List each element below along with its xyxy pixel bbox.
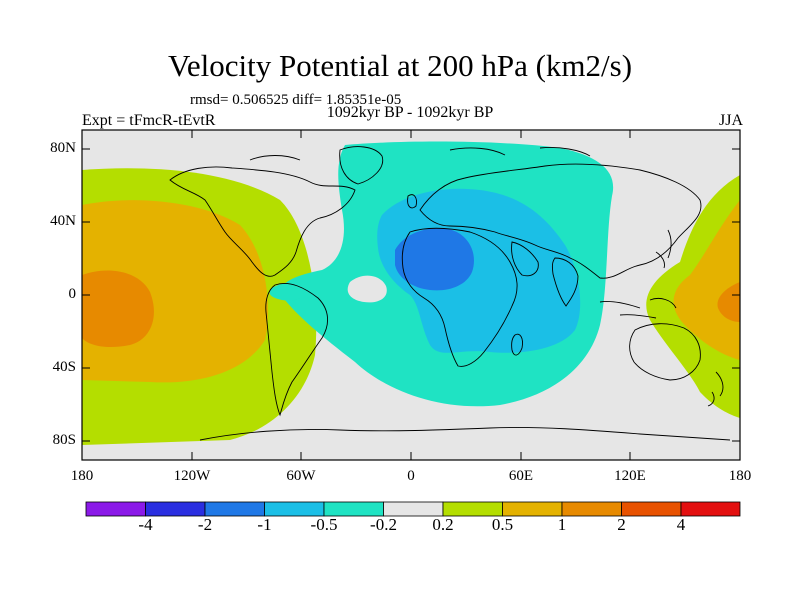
experiment-label: Expt = tFmcR-tEvtR [82,112,216,129]
nafrica-negative-blue [395,228,474,291]
x-tick-marks [81,130,741,460]
colorbar-label: -2 [197,515,213,534]
atlantic-gap [347,275,387,303]
eurasia-coast [419,163,702,279]
x-tick-label: 180 [70,468,94,484]
y-tick-label: 40S [52,359,76,375]
colorbar-label: -4 [138,515,153,534]
colorbar-box-4 [323,501,384,517]
greenland-coast [339,146,384,185]
colorbar-label: 4 [676,515,686,534]
new-zealand-coast [707,371,724,407]
colorbar-label: 0.5 [491,515,514,534]
colorbar-box-7 [502,501,563,517]
north-america-coast [169,166,356,277]
colorbar-box-10 [680,501,741,517]
arctic-islands [249,147,591,161]
x-tick-label: 120E [614,468,646,484]
india-coast [551,257,579,307]
colorbar-box-3 [264,501,325,517]
colorbar [85,501,741,517]
y-tick-label: 80N [50,140,76,156]
japan-coast [655,229,672,269]
colorbar-box-8 [561,501,622,517]
caribbean-negative [269,282,305,301]
y-tick-label: 40N [50,213,76,229]
colorbar-box-0 [85,501,146,517]
stats-text: rmsd= 0.506525 diff= 1.85351e-05 [190,92,402,108]
colorbar-box-6 [442,501,503,517]
africa-coast [401,227,518,367]
south-america-coast [265,283,328,417]
colorbar-label: 2 [617,515,626,534]
colorbar-box-5 [383,501,444,517]
x-tick-label: 180 [728,468,752,484]
colorbar-label: -1 [257,515,272,534]
madagascar-coast [511,333,523,356]
indonesia-coast [599,297,677,319]
map-title: Velocity Potential at 200 hPa (km2/s) [167,48,633,83]
colorbar-box-2 [204,501,265,517]
x-tick-label: 60W [286,468,316,484]
x-tick-label: 120W [173,468,211,484]
y-tick-label: 80S [52,432,76,448]
antarctica-coast [199,427,731,441]
x-tick-label: 60E [508,468,534,484]
arabia-coast [511,241,539,277]
colorbar-box-9 [621,501,682,517]
colorbar-label: 1 [557,515,567,534]
coastlines [169,146,731,441]
period-text: 1092kyr BP - 1092kyr BP [326,104,494,121]
wpacific-positive-orange [717,282,740,322]
y-tick-marks [82,148,740,442]
pacific-positive-orange [82,270,154,348]
colorbar-label: 0.2 [432,515,454,534]
australia-coast [629,323,701,381]
x-tick-label: 0 [407,468,415,484]
colorbar-label: -0.5 [310,515,338,534]
contour-fills [82,141,740,445]
season-label: JJA [718,112,743,129]
colorbar-box-1 [145,501,206,517]
uk-coast [407,194,417,209]
wpacific-positive-yellow [673,200,740,360]
colorbar-label: -0.2 [370,515,397,534]
y-tick-label: 0 [68,286,77,302]
